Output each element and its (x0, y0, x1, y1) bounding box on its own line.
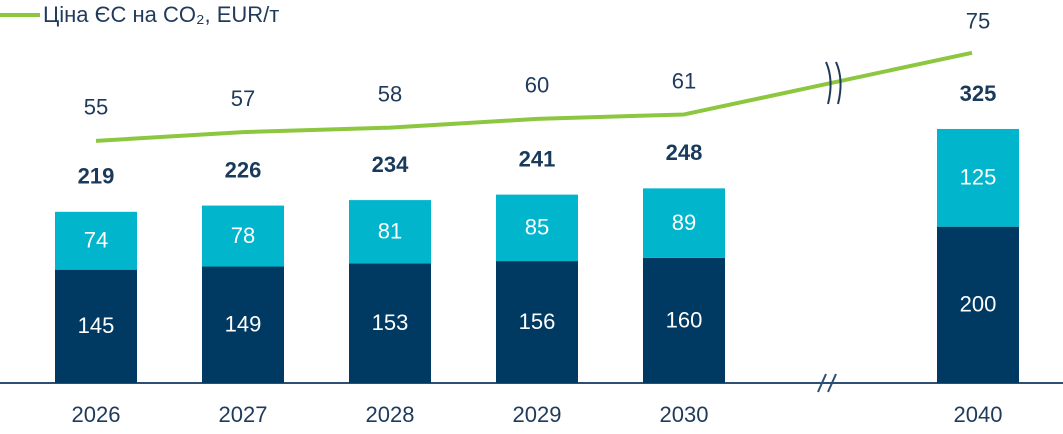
x-tick-label: 2040 (954, 402, 1003, 427)
total-label: 248 (666, 140, 703, 165)
bar-value-label: 149 (225, 312, 262, 337)
line-break (825, 61, 842, 105)
bar-segment (496, 261, 578, 383)
bar-segment (349, 200, 431, 264)
price-label: 57 (231, 86, 255, 111)
bar-value-label: 156 (519, 309, 556, 334)
bar-value-label: 81 (378, 219, 402, 244)
bar-segment (349, 263, 431, 383)
bar-value-label: 85 (525, 215, 549, 240)
legend-label: Ціна ЄС на CO₂, EUR/т (43, 2, 279, 27)
total-label: 241 (519, 146, 556, 171)
x-tick-label: 2029 (513, 402, 562, 427)
bar-segment (643, 257, 725, 383)
bar-segment (496, 194, 578, 262)
bar-segment (937, 226, 1019, 383)
bar-segment (643, 188, 725, 258)
bar-value-label: 74 (84, 228, 108, 253)
bar-value-label: 78 (231, 223, 255, 248)
total-label: 234 (372, 152, 409, 177)
price-line (95, 50, 973, 143)
bar-segment (202, 205, 284, 267)
bar-segment (937, 128, 1019, 227)
price-label: 58 (378, 81, 402, 106)
x-tick-label: 2028 (366, 402, 415, 427)
bar-value-label: 200 (960, 292, 997, 317)
x-tick-label: 2027 (219, 402, 268, 427)
bar-value-label: 125 (960, 165, 997, 190)
x-tick-label: 2030 (660, 402, 709, 427)
price-label: 60 (525, 73, 549, 98)
total-label: 325 (960, 81, 997, 106)
x-tick-label: 2026 (72, 402, 121, 427)
bar-value-label: 153 (372, 310, 409, 335)
bar-value-label: 160 (666, 307, 703, 332)
price-label: 61 (672, 68, 696, 93)
total-label: 226 (225, 157, 262, 182)
bar-value-label: 145 (78, 313, 115, 338)
price-label: 55 (84, 95, 108, 120)
axis-break (817, 373, 837, 393)
price-label: 75 (966, 9, 990, 34)
bar-value-label: 89 (672, 210, 696, 235)
bar-segment (202, 266, 284, 383)
total-label: 219 (78, 164, 115, 189)
bar-segment (55, 211, 137, 270)
bar-segment (55, 269, 137, 383)
